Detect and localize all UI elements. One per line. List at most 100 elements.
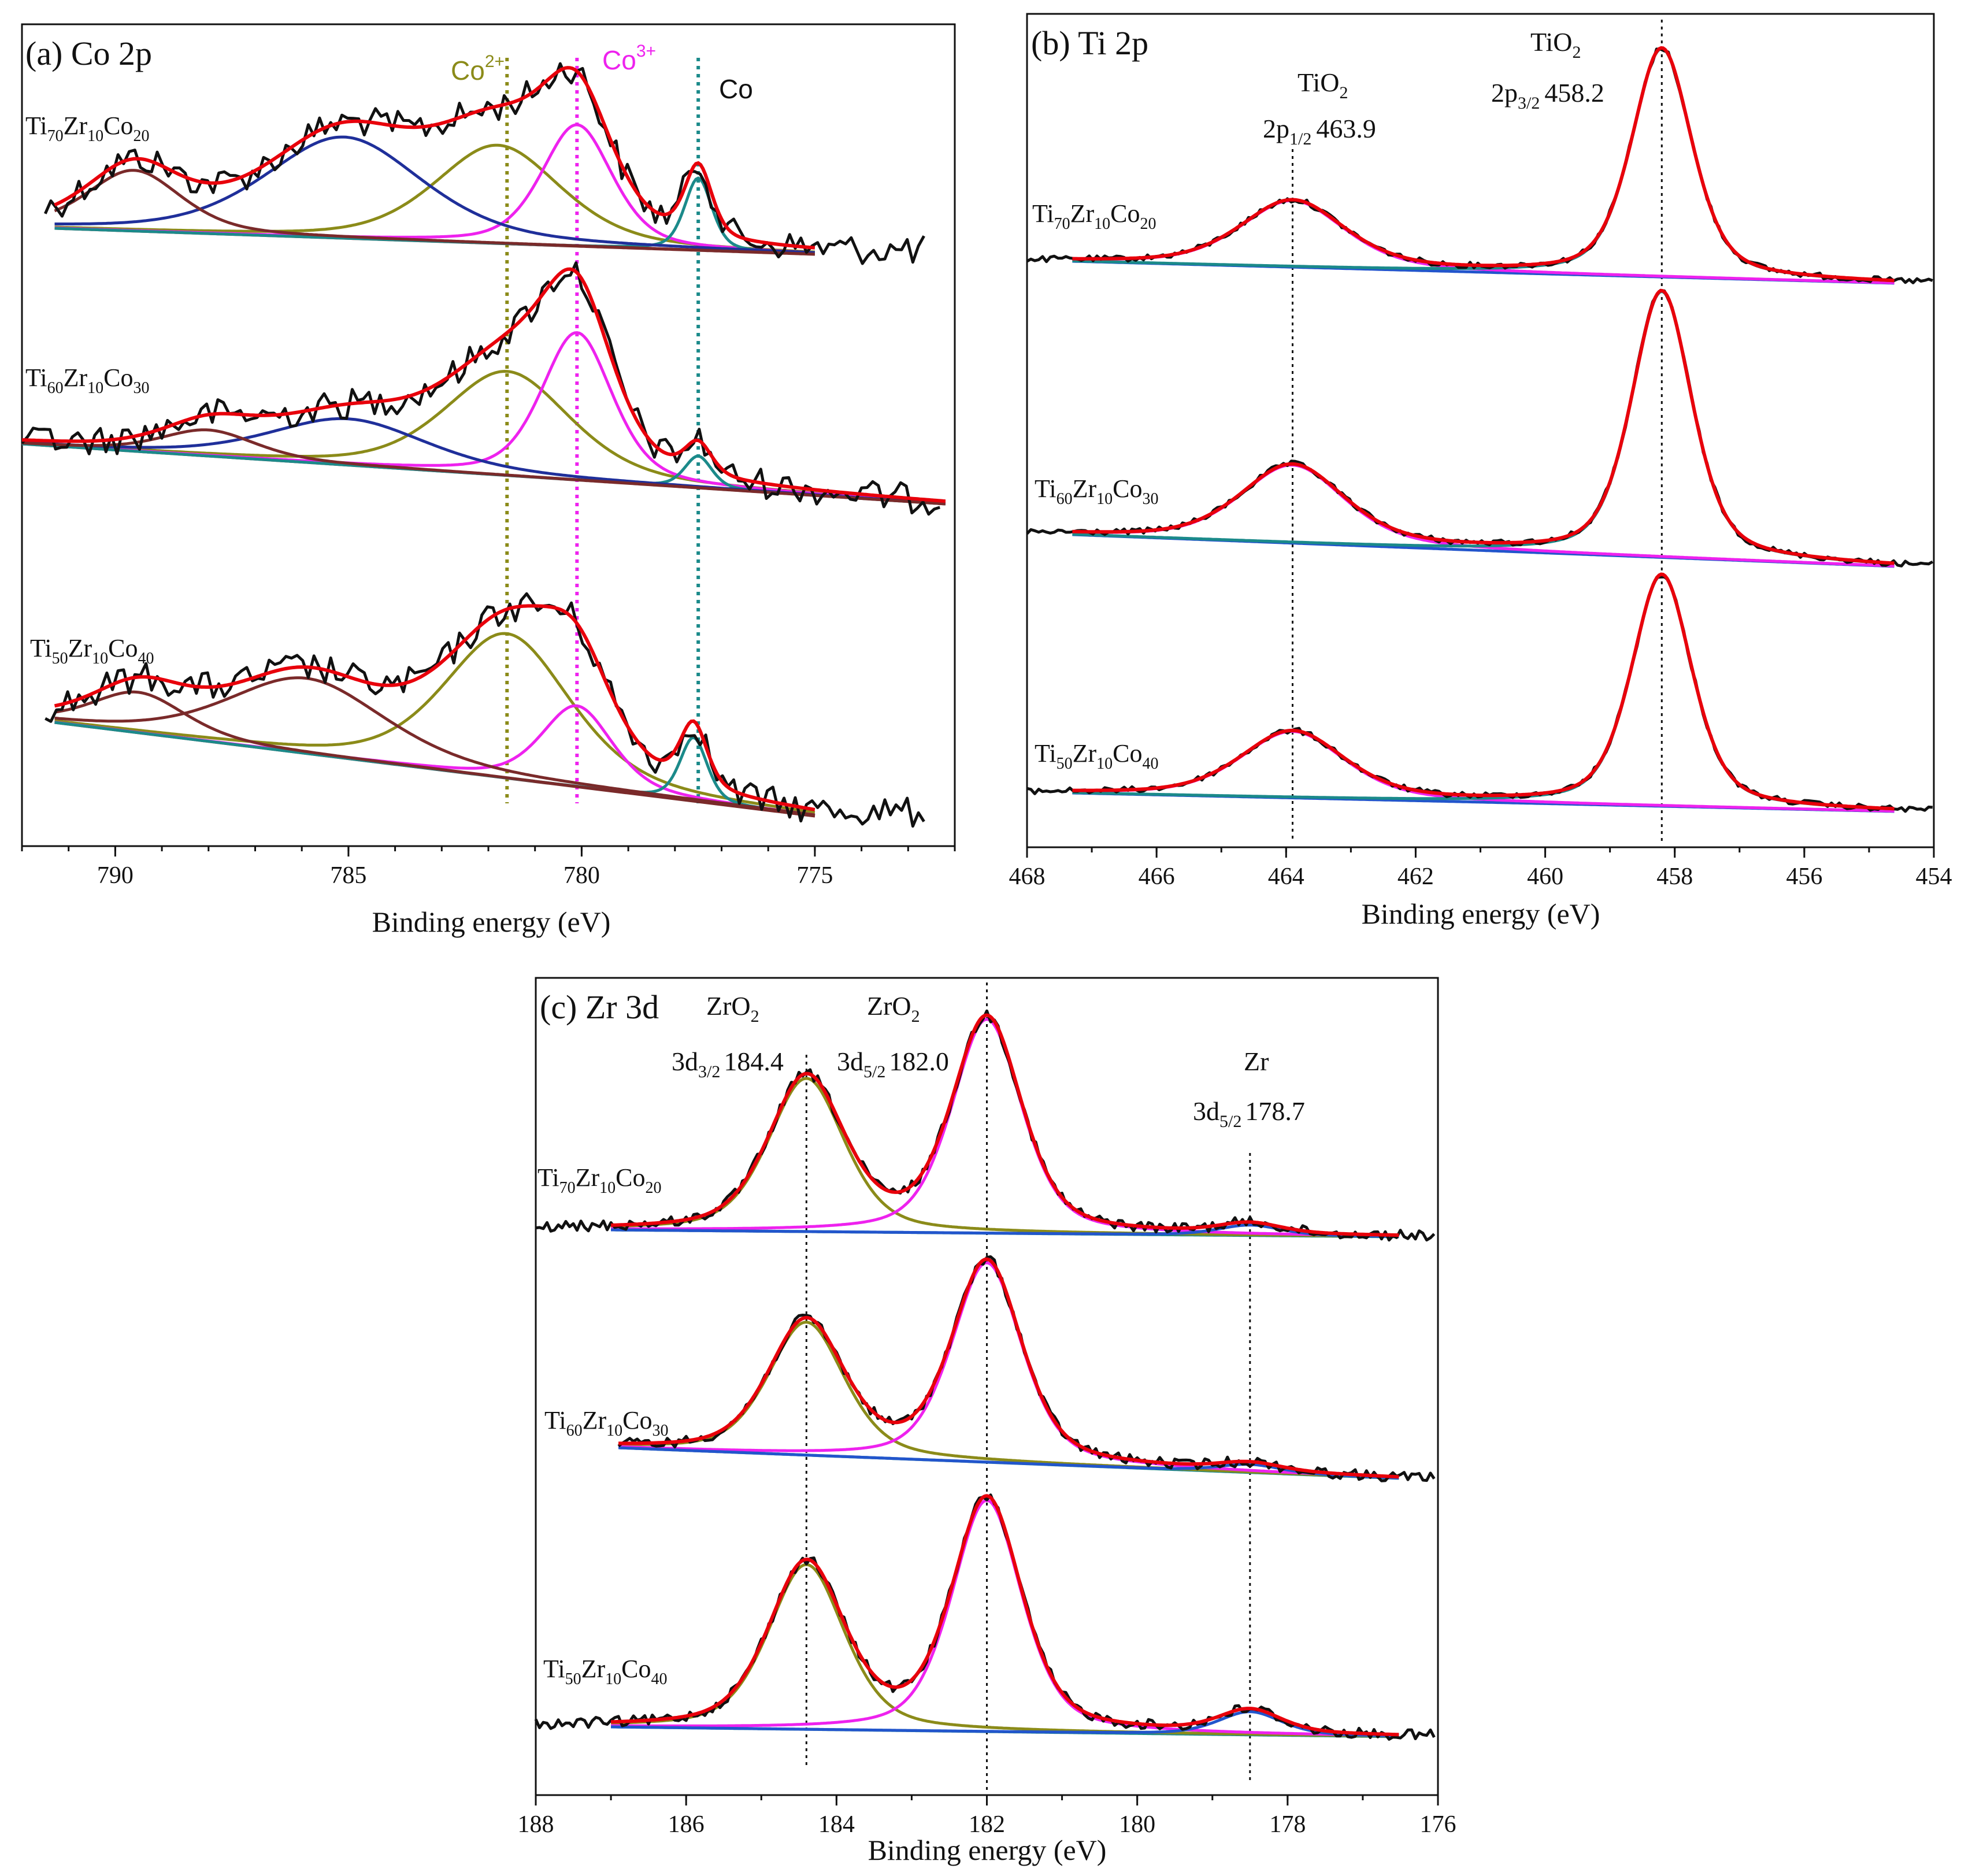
label-co-metal: Co [719, 74, 753, 104]
svg-text:Ti60Zr10Co30: Ti60Zr10Co30 [1035, 474, 1158, 508]
panel-c-sample-label-3: Ti50Zr10Co40 [543, 1655, 667, 1688]
x-tick-label: 180 [1119, 1811, 1155, 1838]
panel-a-sample-label-3: Ti50Zr10Co40 [30, 634, 154, 668]
panel-a-x-ticks: 790 785 780 775 [21, 846, 956, 889]
label-co3plus: Co3+ [602, 42, 656, 75]
fit-component-curve [21, 331, 946, 505]
svg-text:Zr: Zr [1244, 1047, 1269, 1076]
raw-spectrum-curve [534, 1493, 1436, 1741]
x-tick-label: 775 [796, 862, 833, 889]
x-tick-label: 790 [97, 862, 134, 889]
raw-spectrum-curve [45, 592, 925, 828]
panel-a-sample-label-2: Ti60Zr10Co30 [25, 364, 149, 397]
x-tick-label: 182 [969, 1811, 1005, 1838]
panel-a-x-label: Binding energy (eV) [372, 906, 611, 938]
fit-envelope-curve [21, 267, 946, 503]
x-tick-label: 186 [668, 1811, 705, 1838]
svg-text:Ti70Zr10Co20: Ti70Zr10Co20 [537, 1163, 661, 1197]
fit-component-curve [611, 1563, 1399, 1738]
raw-spectrum-curve [1026, 575, 1933, 813]
panel-c-sample-label-2: Ti60Zr10Co30 [544, 1406, 668, 1440]
fit-component-curve [21, 428, 946, 506]
panel-b-frame [1026, 13, 1935, 848]
raw-spectrum-curve [617, 1255, 1436, 1482]
panel-b-x-ticks: 468 466 464 462 460 458 456 454 [1009, 847, 1952, 890]
panel-a: 790 785 780 775 (a) Co 2p Binding energy (e… [21, 23, 956, 938]
panel-b-x-label: Binding energy (eV) [1362, 898, 1600, 930]
fit-component-curve [54, 676, 815, 817]
svg-text:TiO2: TiO2 [1530, 27, 1581, 62]
fit-envelope-curve [1072, 46, 1895, 283]
fit-envelope-curve [54, 604, 815, 811]
raw-spectrum-curve [21, 261, 940, 516]
fit-component-curve [611, 1710, 1399, 1738]
annotation-zro2-3d52: ZrO2 3d5/2 182.0 [837, 991, 949, 1081]
fit-component-curve [1072, 573, 1895, 811]
panel-a-plot-area [21, 58, 946, 828]
raw-spectrum-curve [1026, 47, 1933, 284]
panel-b-title: (b) Ti 2p [1031, 24, 1148, 62]
panel-b-sample-label-1: Ti70Zr10Co20 [1032, 199, 1156, 233]
fit-component-curve [611, 1224, 1399, 1238]
panel-c-x-ticks: 188 186 184 182 180 178 176 [518, 1795, 1456, 1838]
panel-c-plot-area [534, 983, 1436, 1792]
x-tick-label: 458 [1656, 863, 1693, 890]
svg-text:Ti50Zr10Co40: Ti50Zr10Co40 [30, 634, 154, 668]
raw-spectrum-curve [1026, 288, 1934, 568]
annotation-zr-3d52: Zr 3d5/2 178.7 [1193, 1047, 1305, 1131]
fit-envelope-curve [610, 1013, 1399, 1237]
svg-text:Ti60Zr10Co30: Ti60Zr10Co30 [25, 364, 149, 397]
panel-b-sample-label-3: Ti50Zr10Co40 [1035, 739, 1158, 773]
x-tick-label: 176 [1420, 1811, 1456, 1838]
panel-c-sample-label-1: Ti70Zr10Co20 [537, 1163, 661, 1197]
svg-text:Ti70Zr10Co20: Ti70Zr10Co20 [25, 112, 149, 145]
fit-envelope-curve [1072, 288, 1895, 565]
fit-envelope-curve [618, 1257, 1399, 1479]
svg-text:Ti50Zr10Co40: Ti50Zr10Co40 [1035, 739, 1158, 773]
panel-b-plot-area [1026, 20, 1934, 843]
x-tick-label: 780 [564, 862, 600, 889]
panel-a-title: (a) Co 2p [25, 35, 152, 72]
svg-text:Ti60Zr10Co30: Ti60Zr10Co30 [544, 1406, 668, 1440]
fit-component-curve [54, 690, 815, 818]
panel-c: 188 186 184 182 180 178 176 (c) Zr 3d Binding … [518, 977, 1456, 1866]
fit-envelope-curve [54, 66, 815, 250]
annotation-zro2-3d32: ZrO2 3d3/2 184.4 [672, 991, 784, 1081]
x-tick-label: 468 [1009, 863, 1046, 890]
label-co2plus: Co2+ [451, 52, 505, 86]
fit-component-curve [54, 632, 815, 814]
svg-text:ZrO2: ZrO2 [706, 991, 759, 1026]
annotation-tio2-2p12: TiO2 2p1/2 463.9 [1263, 68, 1376, 149]
x-tick-label: 184 [818, 1811, 855, 1838]
x-tick-label: 462 [1397, 863, 1434, 890]
annotation-tio2-2p32: TiO2 2p3/2 458.2 [1491, 27, 1604, 113]
x-tick-label: 466 [1139, 863, 1175, 890]
x-tick-label: 178 [1269, 1811, 1306, 1838]
svg-text:Ti50Zr10Co40: Ti50Zr10Co40 [543, 1655, 667, 1688]
panel-c-x-label: Binding energy (eV) [868, 1834, 1107, 1866]
x-tick-label: 464 [1268, 863, 1304, 890]
panel-a-sample-label-1: Ti70Zr10Co20 [25, 112, 149, 145]
x-tick-label: 785 [330, 862, 366, 889]
panel-b: 468 466 464 462 460 458 456 454 (b) Ti 2p Bindi… [1009, 13, 1952, 930]
svg-text:ZrO2: ZrO2 [867, 991, 920, 1026]
fit-component-curve [618, 1321, 1399, 1480]
panel-b-sample-label-2: Ti60Zr10Co30 [1035, 474, 1158, 508]
fit-component-curve [54, 169, 815, 256]
x-tick-label: 460 [1527, 863, 1563, 890]
x-tick-label: 188 [518, 1811, 554, 1838]
fit-envelope-curve [1072, 572, 1895, 811]
fit-component-curve [54, 135, 815, 254]
x-tick-label: 456 [1786, 863, 1822, 890]
panel-c-title: (c) Zr 3d [540, 988, 659, 1026]
x-tick-label: 454 [1916, 863, 1952, 890]
fit-component-curve [54, 704, 815, 817]
fit-envelope-curve [610, 1494, 1399, 1737]
svg-text:TiO2: TiO2 [1298, 68, 1348, 102]
